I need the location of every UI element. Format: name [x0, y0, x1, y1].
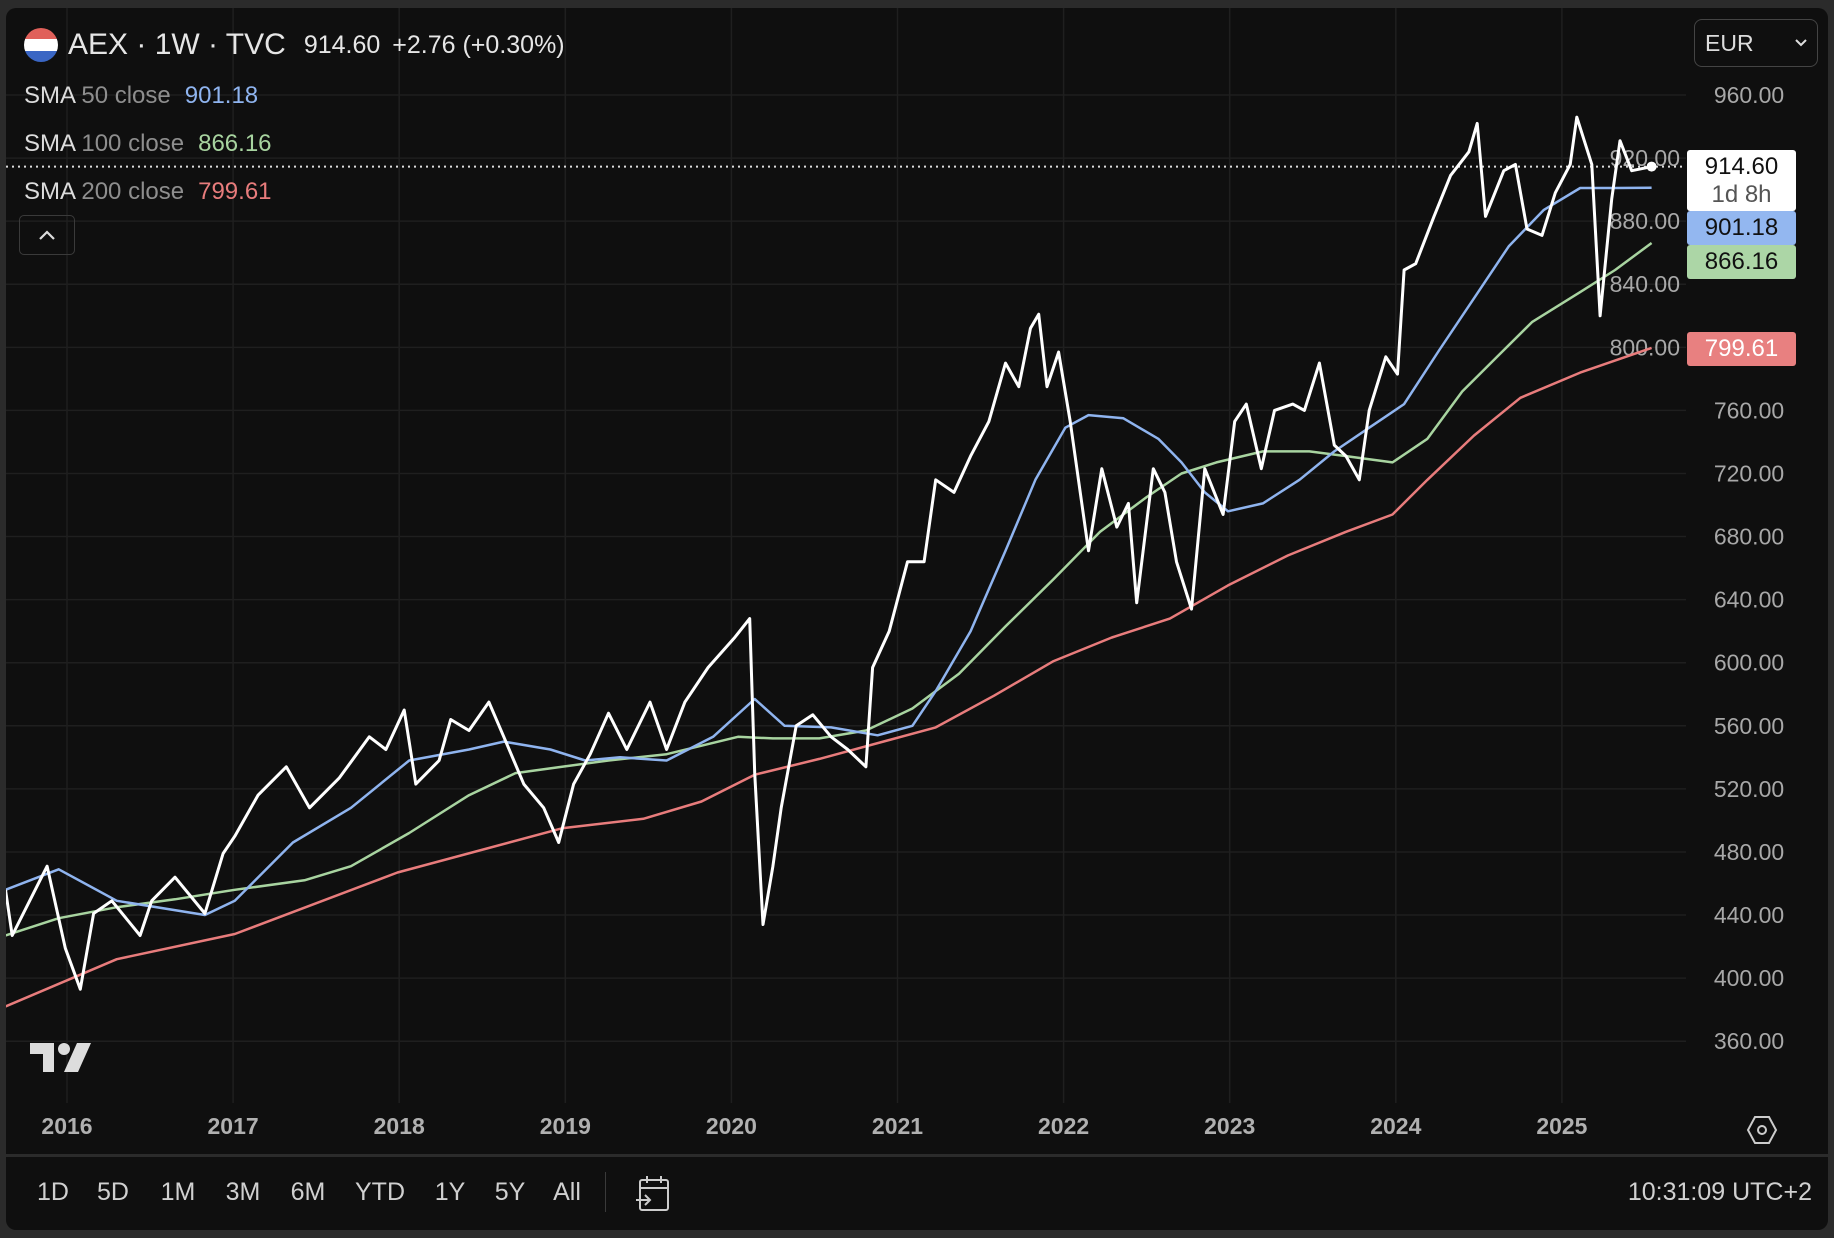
y-tick-label: 880.00	[1610, 208, 1680, 234]
x-tick-label: 2016	[41, 1113, 92, 1139]
range-3m-button[interactable]: 3M	[225, 1178, 261, 1206]
last-price-tag: 914.60 1d 8h	[1687, 150, 1796, 211]
x-tick-label: 2017	[208, 1113, 259, 1139]
last-price-dot	[1646, 161, 1657, 172]
y-tick-label: 800.00	[1610, 334, 1680, 360]
x-tick-label: 2025	[1536, 1113, 1587, 1139]
collapse-legend-button[interactable]	[19, 215, 75, 255]
y-tick-label: 600.00	[1714, 650, 1784, 676]
sma50-price-tag: 901.18	[1687, 211, 1796, 245]
range-1y-button[interactable]: 1Y	[434, 1178, 466, 1206]
range-all-button[interactable]: All	[553, 1178, 581, 1206]
chart-panel: 960.00 920.00 880.00 840.00 800.00 760.00 720.…	[6, 8, 1828, 1230]
legend-sma100[interactable]: SMA 100 close 866.16	[24, 130, 272, 157]
x-tick-label: 2024	[1370, 1113, 1421, 1139]
y-tick-label: 360.00	[1714, 1028, 1784, 1054]
chevron-down-icon	[1795, 39, 1807, 47]
sma100-price-tag: 866.16	[1687, 245, 1796, 279]
clock-timezone[interactable]: 10:31:09 UTC+2	[1627, 1178, 1812, 1206]
currency-dropdown[interactable]: EUR	[1694, 19, 1818, 67]
range-5d-button[interactable]: 5D	[97, 1178, 129, 1206]
legend-sma200[interactable]: SMA 200 close 799.61	[24, 178, 272, 205]
range-1m-button[interactable]: 1M	[160, 1178, 196, 1206]
x-tick-label: 2023	[1204, 1113, 1255, 1139]
bar-countdown: 1d 8h	[1711, 181, 1772, 208]
y-tick-label: 680.00	[1714, 524, 1784, 550]
symbol-title[interactable]: AEX · 1W · TVC	[68, 28, 286, 61]
y-tick-label: 560.00	[1714, 713, 1784, 739]
tradingview-logo	[30, 1043, 91, 1072]
netherlands-flag-icon	[24, 28, 58, 62]
chevron-up-icon	[39, 230, 55, 240]
range-1d-button[interactable]: 1D	[37, 1178, 69, 1206]
y-tick-label: 960.00	[1714, 82, 1784, 108]
sma200-price-tag: 799.61	[1687, 332, 1796, 366]
last-price: 914.60	[303, 30, 381, 59]
legend-sma50[interactable]: SMA 50 close 901.18	[24, 82, 259, 109]
x-tick-label: 2019	[540, 1113, 591, 1139]
toolbar-divider	[6, 1154, 1828, 1157]
x-tick-label: 2018	[374, 1113, 425, 1139]
chart-settings-icon[interactable]	[1744, 1112, 1780, 1148]
y-tick-label: 480.00	[1714, 839, 1784, 865]
go-to-date-calendar-icon[interactable]	[634, 1174, 674, 1214]
toolbar-separator	[605, 1172, 606, 1212]
y-tick-label: 840.00	[1610, 271, 1680, 297]
series-sma-50	[6, 186, 1652, 917]
range-ytd-button[interactable]: YTD	[355, 1178, 405, 1206]
y-tick-label: 440.00	[1714, 902, 1784, 928]
symbol-header: AEX · 1W · TVC 914.60 +2.76 (+0.30%)	[24, 28, 565, 62]
x-tick-label: 2021	[872, 1113, 923, 1139]
y-tick-label: 760.00	[1714, 397, 1784, 423]
series-sma-200	[6, 346, 1653, 1008]
x-tick-label: 2022	[1038, 1113, 1089, 1139]
x-tick-label: 2020	[706, 1113, 757, 1139]
range-6m-button[interactable]: 6M	[290, 1178, 326, 1206]
price-change: +2.76 (+0.30%)	[392, 30, 565, 59]
y-tick-label: 520.00	[1714, 776, 1784, 802]
series-aex-close	[6, 115, 1652, 991]
y-tick-label: 400.00	[1714, 965, 1784, 991]
price-chart[interactable]: 960.00920.00880.00840.00800.00760.00720.…	[6, 8, 1828, 1154]
y-tick-label: 720.00	[1714, 460, 1784, 486]
y-tick-label: 640.00	[1714, 587, 1784, 613]
range-5y-button[interactable]: 5Y	[494, 1178, 526, 1206]
